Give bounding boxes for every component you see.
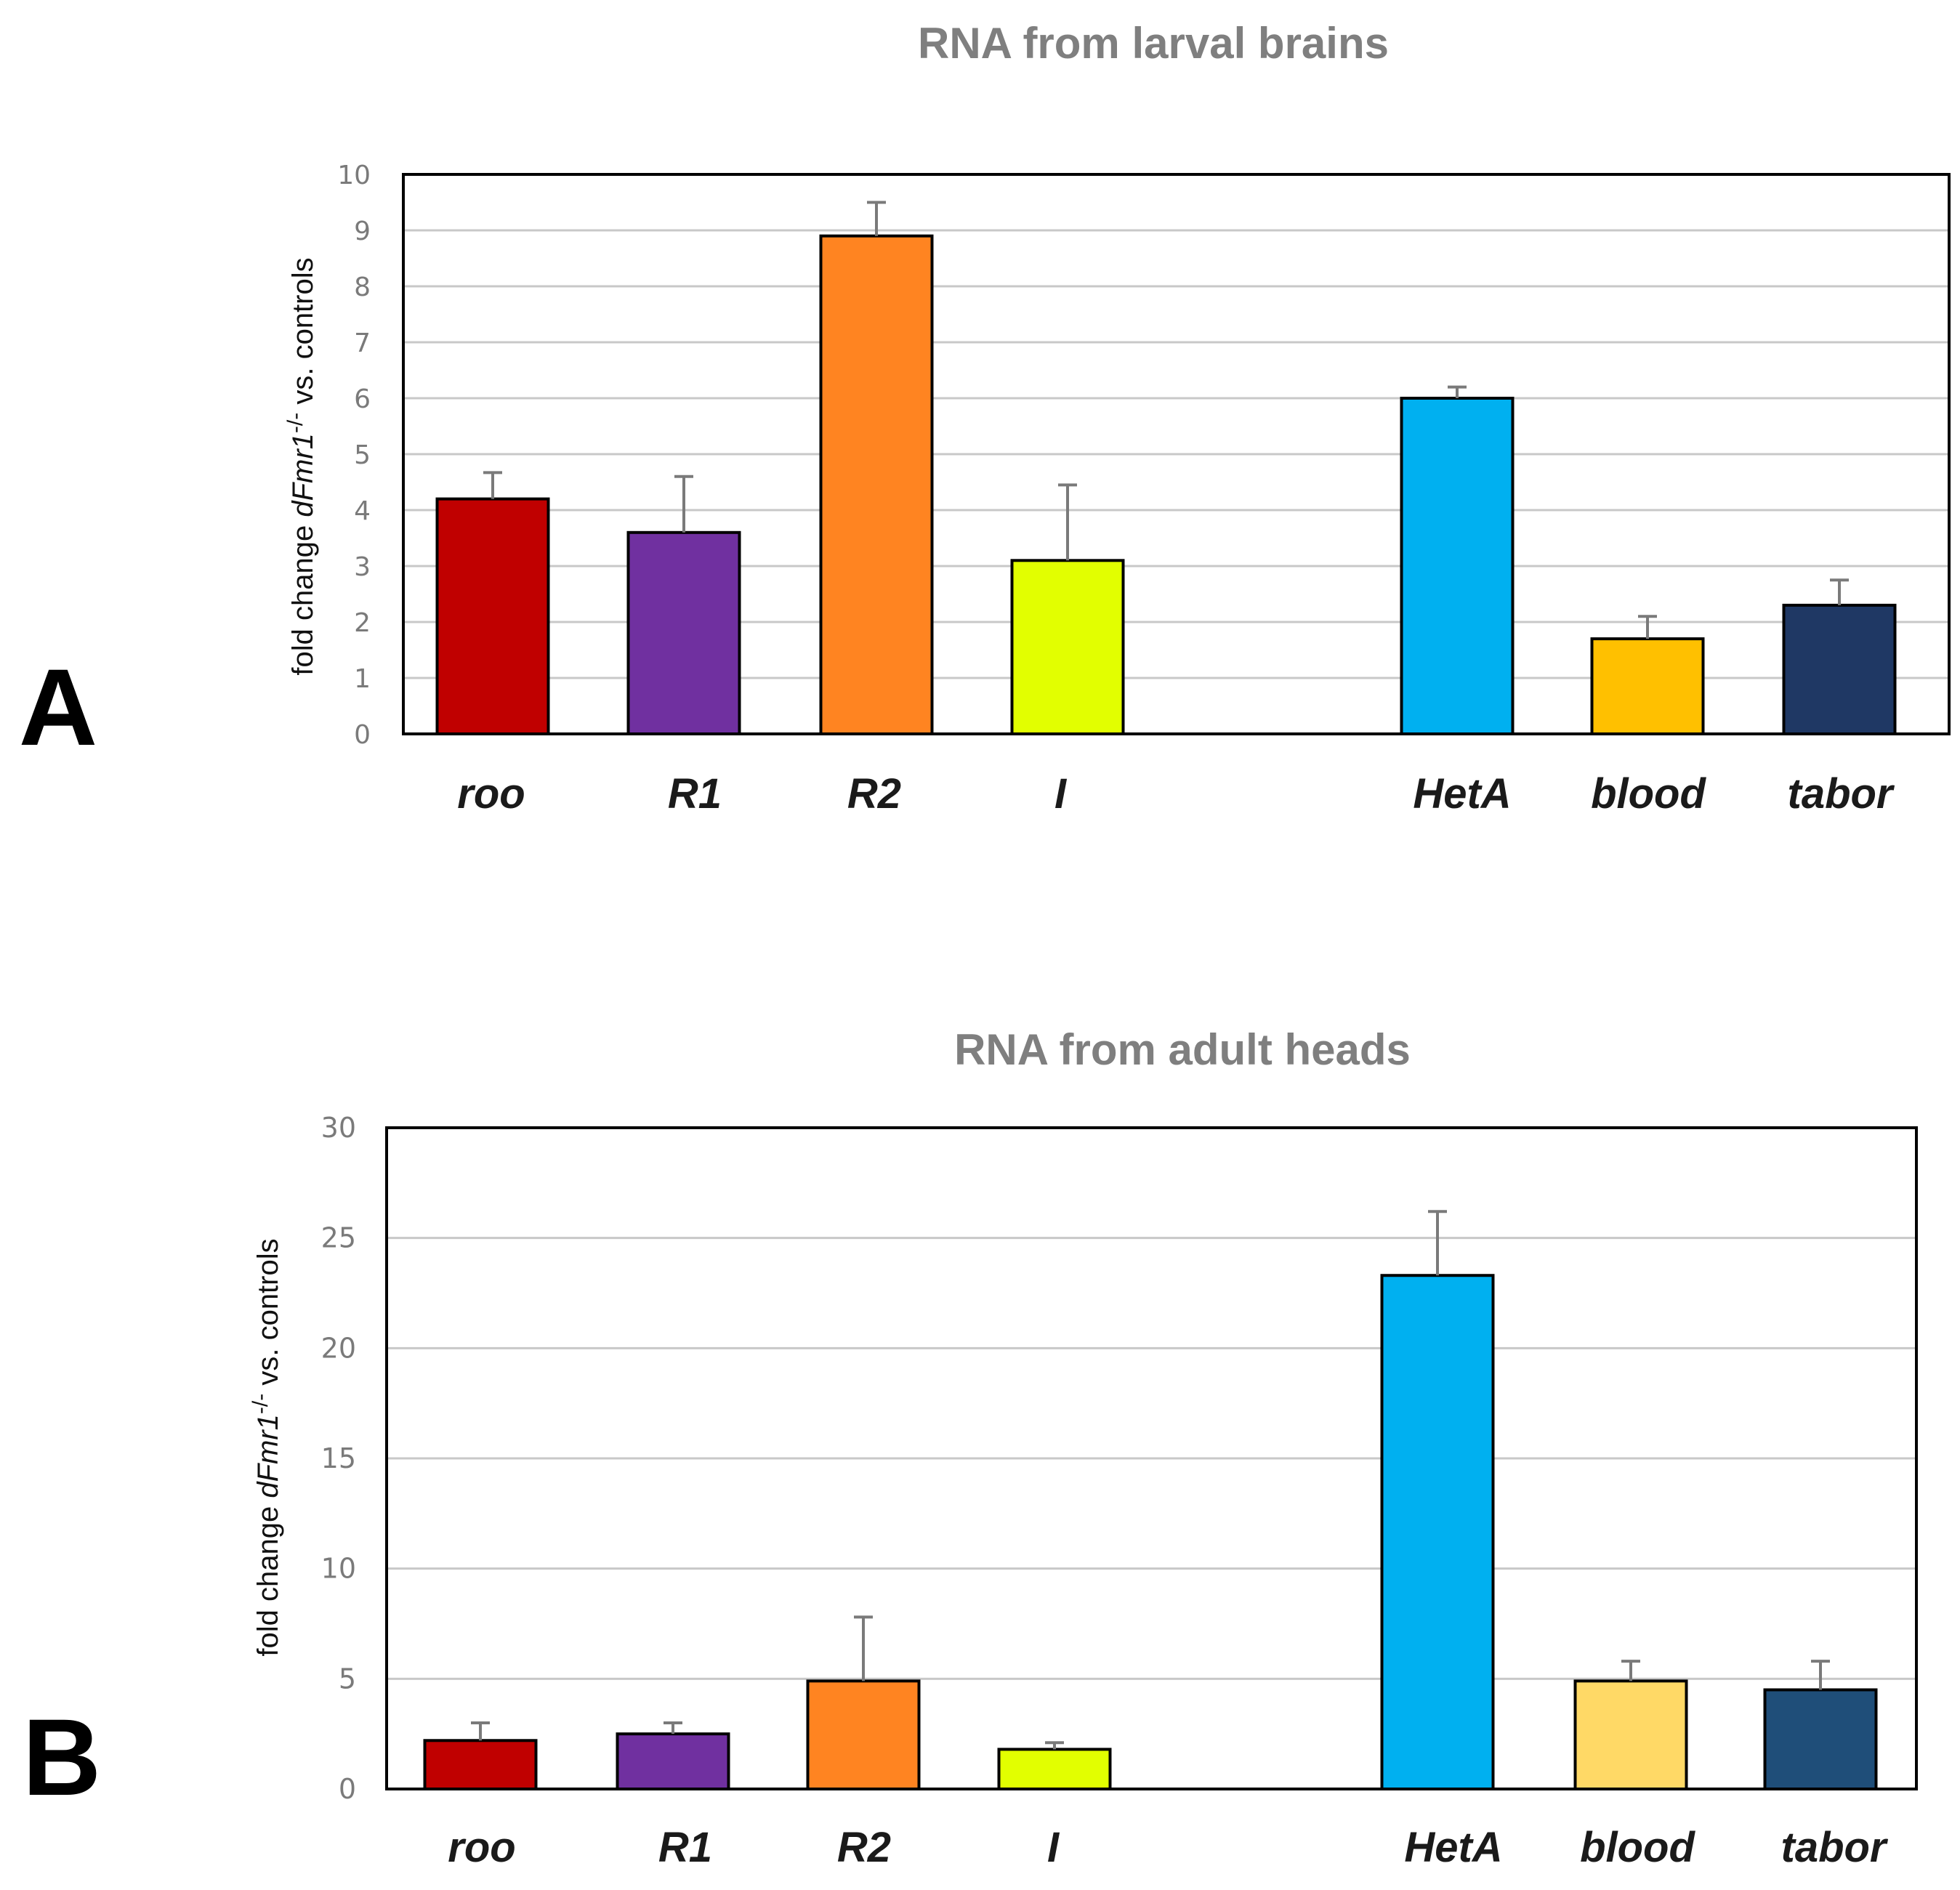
chart-b-y-ticks: 0 5 10 15 20 25 30 <box>321 1112 356 1805</box>
chart-b-plot-frame <box>385 1126 1918 1790</box>
chart-b-y-tick-label: 30 <box>321 1112 356 1144</box>
panel-label-b: B <box>23 1696 101 1818</box>
chart-a-error-bar-roo <box>483 471 502 499</box>
chart-a-x-label-heta: HetA <box>1413 770 1511 817</box>
chart-b-x-label-r2: R2 <box>837 1824 891 1871</box>
chart-a-title: RNA from larval brains <box>918 19 1389 68</box>
chart-a: RNA from larval brains A fold change dFm… <box>19 19 1951 817</box>
chart-a-y-tick-label: 7 <box>354 328 371 358</box>
chart-a-error-bar-heta <box>1448 385 1467 398</box>
chart-b-y-tick-label: 25 <box>321 1222 356 1254</box>
chart-b-error-bar-roo <box>471 1721 490 1741</box>
panel-label-a: A <box>19 646 97 768</box>
chart-b-y-tick-label: 5 <box>339 1663 356 1695</box>
chart-b-error-bars <box>471 1210 1830 1750</box>
chart-a-x-label-blood: blood <box>1591 770 1706 817</box>
chart-b-bar-blood <box>1573 1679 1688 1791</box>
chart-a-x-label-i: I <box>1054 770 1068 817</box>
chart-b-error-bar-blood <box>1621 1660 1640 1681</box>
chart-a-error-bar-r2 <box>867 201 886 236</box>
chart-b-bar-heta <box>1380 1274 1495 1790</box>
chart-a-x-labels: roo R1 R2 I HetA blood tabor <box>457 770 1895 817</box>
chart-a-y-tick-label: 10 <box>337 161 371 190</box>
chart-a-error-bar-blood <box>1638 615 1657 639</box>
chart-a-y-ticks: 0 1 2 3 4 5 6 7 8 9 10 <box>337 161 371 750</box>
chart-b-y-tick-label: 20 <box>321 1332 356 1364</box>
chart-b-bar-roo <box>423 1739 538 1790</box>
chart-a-error-bar-i <box>1058 483 1077 561</box>
chart-b-error-bar-tabor <box>1811 1660 1830 1690</box>
chart-b-title: RNA from adult heads <box>954 1025 1411 1074</box>
chart-a-bar-r2 <box>819 234 934 735</box>
chart-b-error-bar-r2 <box>854 1615 873 1681</box>
chart-b-x-label-tabor: tabor <box>1781 1824 1889 1871</box>
chart-b-y-axis-label: fold change dFmr1-/- vs. controls <box>249 1238 284 1656</box>
chart-b-y-tick-label: 10 <box>321 1553 356 1585</box>
chart-a-y-tick-label: 4 <box>354 496 371 526</box>
chart-b-x-label-blood: blood <box>1580 1824 1695 1871</box>
chart-a-bar-tabor <box>1782 603 1897 736</box>
chart-b-error-bar-i <box>1045 1741 1064 1750</box>
chart-a-x-label-r2: R2 <box>847 770 901 817</box>
chart-a-x-label-tabor: tabor <box>1788 770 1895 817</box>
chart-a-y-tick-label: 3 <box>354 552 371 582</box>
chart-a-bars <box>435 234 1897 736</box>
chart-a-bar-r1 <box>626 530 741 735</box>
chart-a-error-bars <box>483 201 1849 639</box>
chart-a-y-tick-label: 0 <box>354 720 371 750</box>
chart-a-y-axis-label: fold change dFmr1-/- vs. controls <box>283 257 319 675</box>
chart-b-x-label-r1: R1 <box>658 1824 712 1871</box>
chart-a-x-label-roo: roo <box>457 770 525 817</box>
chart-a-error-bar-r1 <box>674 474 693 533</box>
chart-a-y-tick-label: 8 <box>354 272 371 302</box>
chart-a-bar-blood <box>1590 637 1705 735</box>
chart-b-bar-r2 <box>806 1679 921 1791</box>
chart-b-error-bar-r1 <box>664 1721 682 1734</box>
chart-b-error-bar-heta <box>1428 1210 1447 1276</box>
chart-a-bar-roo <box>435 497 550 735</box>
chart-a-y-tick-label: 2 <box>354 608 371 638</box>
chart-b-x-label-heta: HetA <box>1404 1824 1502 1871</box>
chart-b-x-label-i: I <box>1047 1824 1060 1871</box>
chart-a-y-tick-label: 5 <box>354 440 371 470</box>
chart-a-y-tick-label: 1 <box>354 664 371 694</box>
chart-b-x-label-roo: roo <box>448 1824 515 1871</box>
chart-a-error-bar-tabor <box>1830 578 1849 605</box>
chart-b-bar-r1 <box>616 1732 730 1791</box>
chart-a-y-tick-label: 9 <box>354 217 371 246</box>
chart-b-bar-tabor <box>1763 1688 1878 1790</box>
chart-b-y-tick-label: 0 <box>339 1773 356 1805</box>
chart-b: RNA from adult heads B fold change dFmr1… <box>23 1025 1918 1871</box>
chart-a-x-label-r1: R1 <box>668 770 722 817</box>
chart-b-bars <box>423 1274 1878 1791</box>
chart-b-x-labels: roo R1 R2 I HetA blood tabor <box>448 1824 1889 1871</box>
chart-b-bar-i <box>997 1748 1112 1790</box>
chart-a-bar-heta <box>1400 397 1515 735</box>
chart-b-y-tick-label: 15 <box>321 1442 356 1474</box>
chart-a-bar-i <box>1010 559 1125 735</box>
chart-a-y-tick-label: 6 <box>354 384 371 414</box>
chart-a-plot-frame <box>402 173 1951 735</box>
